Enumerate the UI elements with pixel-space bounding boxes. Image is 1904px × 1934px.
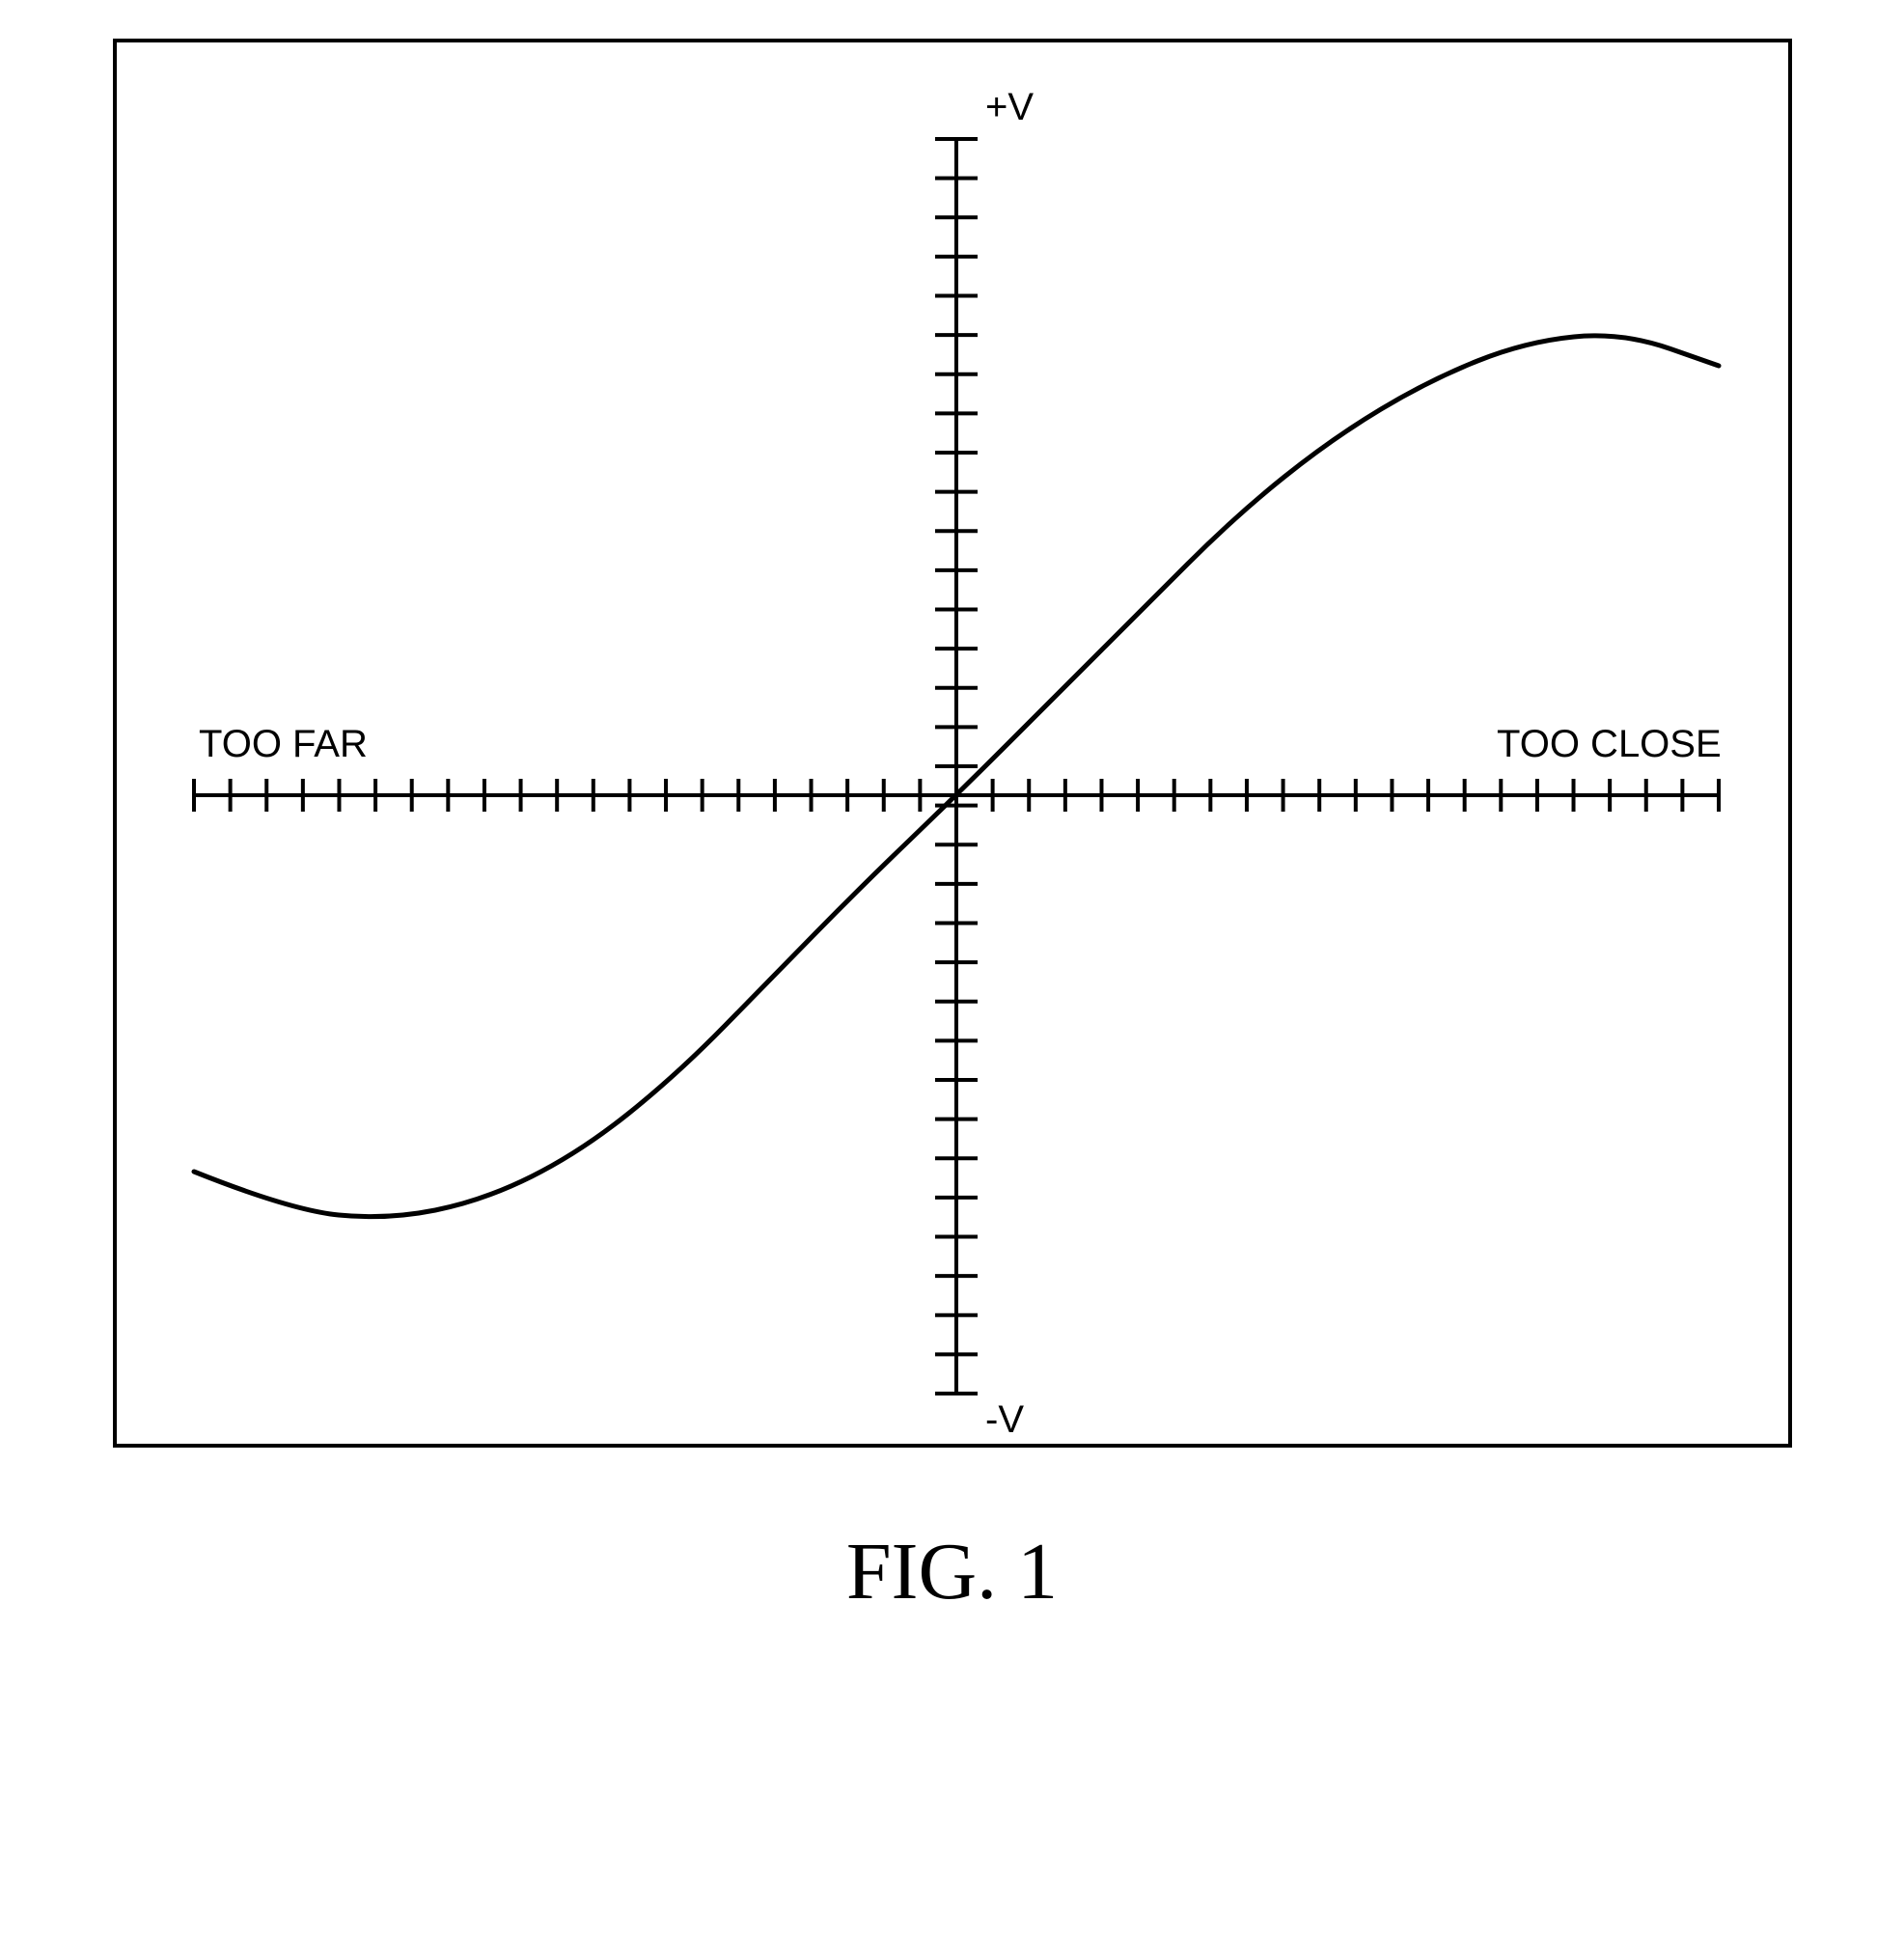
x-axis-right-label: TOO CLOSE [1497,723,1722,765]
figure-caption: FIG. 1 [846,1525,1058,1618]
figure-container: +V -V TOO FAR TOO CLOSE FIG. 1 [113,39,1792,1618]
y-axis-top-label: +V [985,86,1034,128]
x-axis-left-label: TOO FAR [199,723,368,765]
plot-svg: +V -V TOO FAR TOO CLOSE [117,42,1796,1451]
y-axis-bottom-label: -V [985,1398,1024,1441]
plot-box: +V -V TOO FAR TOO CLOSE [113,39,1792,1448]
